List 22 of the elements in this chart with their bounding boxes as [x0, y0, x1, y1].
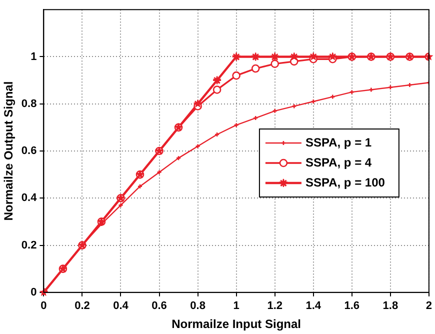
y-tick-label: 0	[30, 286, 37, 298]
y-tick-label: 0.6	[21, 145, 37, 158]
x-tick-label: 1.4	[306, 300, 322, 312]
legend-label: SSPA, p = 1	[305, 135, 372, 150]
x-tick-label: 1.6	[344, 300, 360, 312]
x-tick-label: 0.6	[152, 300, 167, 312]
x-tick-label: 0	[40, 300, 47, 312]
y-tick-label: 1	[30, 50, 37, 63]
x-tick-label: 1.2	[267, 300, 282, 312]
x-tick-label: 0.2	[74, 300, 90, 312]
x-tick-label: 1.8	[382, 300, 398, 312]
x-tick-label: 2	[426, 300, 432, 312]
legend-label: SSPA, p = 100	[305, 175, 386, 190]
legend-label: SSPA, p = 4	[305, 155, 372, 170]
x-tick-label: 0.4	[113, 300, 130, 312]
x-axis-title: Normailze Input Signal	[172, 317, 301, 332]
y-axis-title: Normailze Output Signal	[2, 81, 16, 221]
y-tick-label: 0.8	[21, 98, 37, 110]
y-tick-label: 0.2	[21, 239, 37, 252]
y-tick-label: 0.4	[21, 192, 38, 204]
x-tick-label: 0.8	[190, 300, 206, 312]
x-tick-label: 1	[233, 300, 240, 312]
